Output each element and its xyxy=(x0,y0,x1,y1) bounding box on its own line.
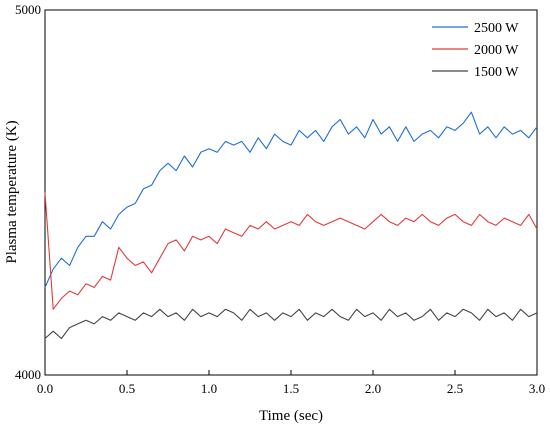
y-axis: 4000 5000 xyxy=(15,2,50,382)
series-lines xyxy=(44,111,538,340)
x-tick-label: 1.0 xyxy=(201,381,217,396)
y-tick-label: 4000 xyxy=(15,367,41,382)
plot-frame xyxy=(44,9,538,376)
series-line-2 xyxy=(44,192,538,310)
x-tick-label: 3.0 xyxy=(529,381,545,396)
y-tick-label: 5000 xyxy=(15,2,41,17)
x-axis: 0.0 0.5 1.0 1.5 2.0 2.5 3.0 xyxy=(37,370,545,396)
x-tick-label: 1.5 xyxy=(283,381,299,396)
legend-label: 2500 W xyxy=(474,21,519,36)
legend: 2500 W 2000 W 1500 W xyxy=(432,21,519,80)
legend-label: 2000 W xyxy=(474,43,519,58)
x-tick-label: 0.5 xyxy=(119,381,135,396)
series-line-1 xyxy=(44,111,538,288)
y-axis-label: Plasma temperature (K) xyxy=(4,120,20,263)
legend-label: 1500 W xyxy=(474,65,519,80)
x-tick-label: 2.5 xyxy=(447,381,463,396)
x-tick-label: 2.0 xyxy=(365,381,381,396)
x-tick-label: 0.0 xyxy=(37,381,53,396)
series-line-3 xyxy=(44,308,538,340)
x-axis-label: Time (sec) xyxy=(259,408,323,424)
